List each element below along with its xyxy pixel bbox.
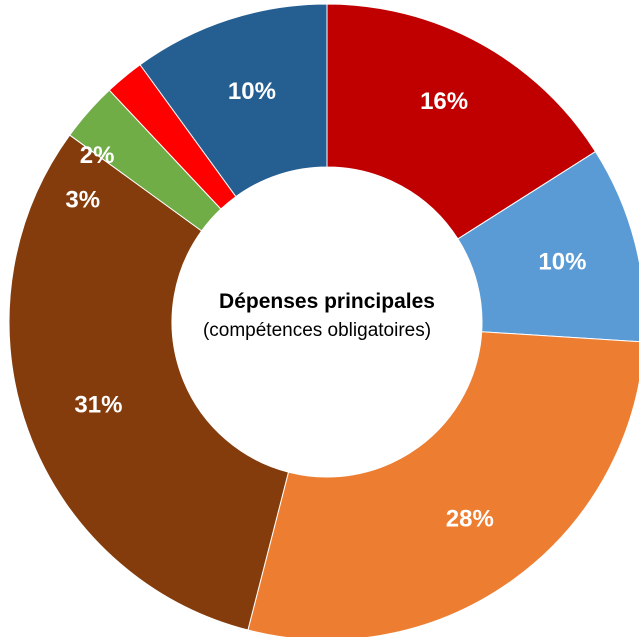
slice-dark-blue (139, 3, 328, 198)
slice-label-green: 3% (65, 186, 100, 213)
slice-label-bright-red: 2% (80, 142, 115, 169)
slice-labels: 16% 10% 28% 31% 3% 2% 10% (65, 78, 586, 533)
slice-label-brown: 31% (74, 391, 122, 418)
slice-label-light-blue: 10% (538, 249, 586, 276)
donut-hole (172, 167, 482, 477)
slice-label-dark-blue: 10% (228, 78, 276, 105)
donut-slices (8, 3, 639, 637)
slice-label-orange: 28% (446, 506, 494, 533)
center-subtitle: (compétences obligatoires) (203, 320, 431, 341)
slice-light-blue (457, 150, 639, 343)
slice-label-red: 16% (420, 88, 468, 115)
center-title: Dépenses principales (219, 290, 435, 313)
